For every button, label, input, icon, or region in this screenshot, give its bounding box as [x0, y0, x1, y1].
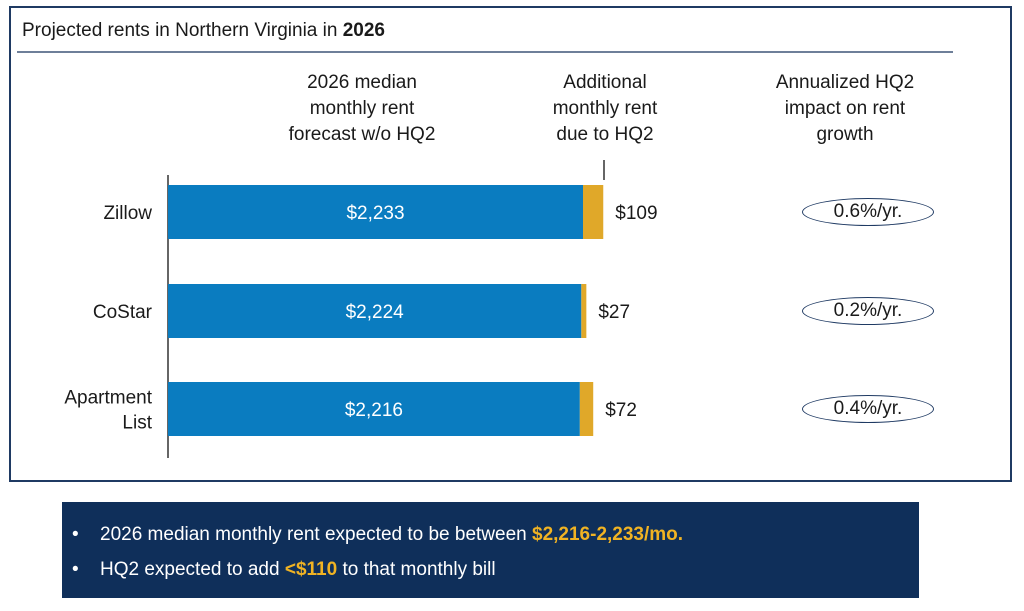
bar-additional [583, 185, 604, 239]
column-header-additional-line: Additional [563, 72, 647, 93]
bar-value-label: $2,216 [345, 400, 403, 421]
bar-base [168, 284, 582, 338]
bullet-icon: • [72, 524, 79, 545]
category-label: List [122, 413, 152, 434]
bar-value-label: $2,233 [346, 203, 404, 224]
bullet-icon: • [72, 559, 79, 580]
summary-text: HQ2 expected to add [100, 559, 285, 580]
column-header-base-line: monthly rent [309, 98, 415, 119]
bar-base [168, 382, 580, 436]
bar-additional [579, 382, 594, 436]
column-header-additional-line: monthly rent [552, 98, 658, 119]
impact-pill: 0.2%/yr. [802, 297, 934, 325]
category-label: CoStar [93, 302, 153, 323]
column-header-additional-line: due to HQ2 [556, 124, 654, 145]
summary-text-after: to that monthly bill [337, 559, 496, 580]
summary-bullet: • HQ2 expected to add <$110 to that month… [72, 559, 496, 581]
summary-highlight: <$110 [284, 559, 338, 580]
chart-frame [9, 6, 1012, 482]
column-header-impact-line: growth [816, 124, 874, 145]
category-label: Zillow [103, 203, 152, 224]
bar-additional [581, 284, 587, 338]
category-label: Apartment [64, 388, 152, 409]
bar-base [168, 185, 583, 239]
column-header-base-line: forecast w/o HQ2 [288, 124, 436, 145]
summary-box: • 2026 median monthly rent expected to be… [62, 502, 919, 598]
column-header-additional: Additional monthly rent due to HQ2 [520, 70, 690, 148]
summary-bullet: • 2026 median monthly rent expected to be… [72, 524, 683, 546]
additional-value-label: $109 [615, 203, 657, 224]
column-header-impact: Annualized HQ2 impact on rent growth [750, 70, 940, 148]
column-header-base: 2026 median monthly rent forecast w/o HQ… [258, 70, 466, 148]
summary-highlight: $2,216-2,233/mo. [532, 524, 684, 545]
column-header-impact-line: Annualized HQ2 [775, 72, 915, 93]
title-divider [17, 51, 953, 53]
impact-pill: 0.6%/yr. [802, 198, 934, 226]
column-header-impact-line: impact on rent [784, 98, 906, 119]
column-header-base-line: 2026 median [307, 72, 417, 93]
chart-title-text: Projected rents in Northern Virginia in [22, 20, 343, 41]
chart-title: Projected rents in Northern Virginia in … [22, 20, 385, 42]
bar-value-label: $2,224 [346, 302, 405, 323]
additional-value-label: $27 [598, 302, 630, 323]
additional-value-label: $72 [605, 400, 637, 421]
impact-pill: 0.4%/yr. [802, 395, 934, 423]
summary-text: 2026 median monthly rent expected to be … [100, 524, 533, 545]
chart-title-year: 2026 [342, 20, 385, 41]
